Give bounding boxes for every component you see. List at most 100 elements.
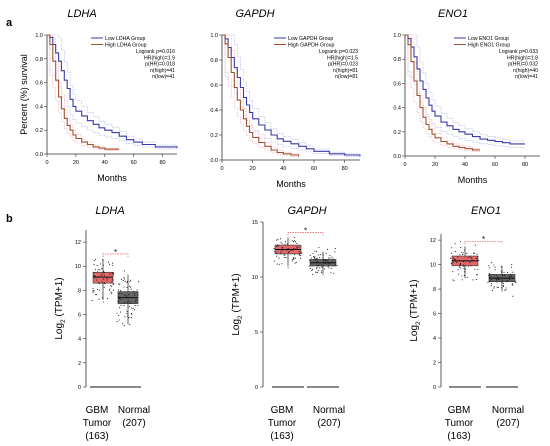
jitter-point [505, 289, 507, 291]
x-axis-label: Months [97, 173, 127, 183]
jitter-point [274, 251, 276, 253]
y-tick-label: 2 [78, 361, 81, 367]
jitter-point [106, 279, 108, 281]
jitter-point [474, 244, 476, 246]
jitter-point [126, 286, 128, 289]
jitter-point [500, 266, 502, 268]
survival-curve-low [47, 34, 178, 149]
jitter-point [278, 263, 280, 265]
jitter-point [502, 275, 504, 277]
y-tick-label: 0.2 [393, 130, 401, 136]
y-tick-label: 0.6 [210, 83, 218, 89]
jitter-point [279, 238, 282, 240]
jitter-point [487, 281, 489, 283]
jitter-point [110, 292, 113, 294]
jitter-point [93, 274, 95, 276]
jitter-point [467, 265, 469, 267]
x-tick-label: 80 [342, 166, 348, 172]
jitter-point [496, 277, 498, 279]
jitter-point [128, 317, 130, 319]
jitter-point [508, 276, 511, 278]
box-panel-1: LDHA 0 2 4 6 8 10 12 Log2 (TPM+1) * GBM Tumor (163) N… [54, 205, 150, 442]
jitter-point [137, 305, 139, 307]
jitter-point [509, 275, 511, 277]
jitter-point [296, 246, 298, 248]
jitter-point [462, 254, 464, 256]
jitter-point [284, 254, 286, 256]
jitter-point [130, 279, 132, 281]
jitter-point [118, 283, 120, 285]
jitter-point [285, 257, 287, 259]
jitter-point [502, 285, 505, 288]
stat-label: n(low)=41 [152, 74, 175, 80]
jitter-point [130, 286, 132, 288]
x-tick-label: 60 [131, 160, 137, 166]
jitter-point [323, 262, 325, 264]
jitter-point [117, 298, 120, 300]
jitter-point [119, 284, 121, 286]
jitter-point [332, 258, 334, 260]
jitter-point [452, 271, 454, 273]
jitter-point [127, 315, 129, 317]
jitter-point [104, 272, 106, 274]
jitter-point [459, 240, 461, 243]
jitter-point [95, 258, 97, 260]
jitter-point [296, 242, 298, 245]
jitter-point [327, 262, 329, 264]
jitter-point [132, 307, 134, 310]
survival-curve-high [405, 34, 480, 151]
jitter-point [464, 268, 466, 271]
category-label: (207) [496, 418, 519, 429]
jitter-point [514, 280, 516, 282]
jitter-point [109, 273, 111, 275]
jitter-point [273, 260, 275, 262]
x-tick-label: 0 [45, 160, 48, 166]
jitter-point [298, 251, 300, 253]
jitter-point [317, 270, 319, 272]
jitter-point [122, 323, 124, 325]
jitter-point [285, 249, 287, 251]
jitter-point [488, 272, 490, 274]
jitter-point [490, 278, 492, 281]
y-axis-label: Log2 (TPM+1) [409, 279, 422, 341]
jitter-point [276, 245, 278, 247]
jitter-point [467, 256, 469, 259]
jitter-point [117, 296, 119, 298]
jitter-point [454, 243, 456, 245]
jitter-point [286, 243, 289, 245]
jitter-point [324, 262, 327, 265]
y-tick-label: 15 [252, 220, 258, 226]
jitter-point [94, 276, 96, 278]
jitter-point [294, 236, 296, 239]
jitter-point [490, 285, 492, 287]
y-tick-label: 0.6 [393, 81, 401, 87]
jitter-point [118, 292, 120, 294]
jitter-point [103, 286, 105, 288]
jitter-point [293, 257, 295, 259]
jitter-point [450, 252, 453, 254]
jitter-point [118, 297, 121, 299]
jitter-point [328, 267, 330, 269]
survival-curve-high [47, 34, 120, 150]
jitter-point [511, 284, 513, 286]
jitter-point [324, 260, 326, 262]
km-panel-3: ENO1 0.0 0.2 0.4 0.6 0.8 1.0 0 20 40 60 80 Months Low… [393, 8, 540, 185]
jitter-point [316, 262, 318, 264]
ci-band-low [222, 34, 361, 158]
jitter-point [500, 270, 502, 272]
jitter-point [329, 261, 331, 263]
ci-band-high [47, 34, 120, 151]
jitter-point [456, 261, 458, 264]
jitter-point [124, 316, 126, 318]
jitter-point [92, 290, 94, 292]
jitter-point [501, 282, 503, 284]
jitter-point [462, 252, 464, 254]
jitter-point [464, 249, 466, 251]
jitter-point [295, 248, 297, 250]
jitter-point [324, 259, 326, 261]
jitter-point [93, 272, 95, 274]
significance-bracket [464, 240, 503, 245]
jitter-point [308, 265, 310, 267]
jitter-point [460, 246, 462, 249]
jitter-point [478, 259, 480, 262]
